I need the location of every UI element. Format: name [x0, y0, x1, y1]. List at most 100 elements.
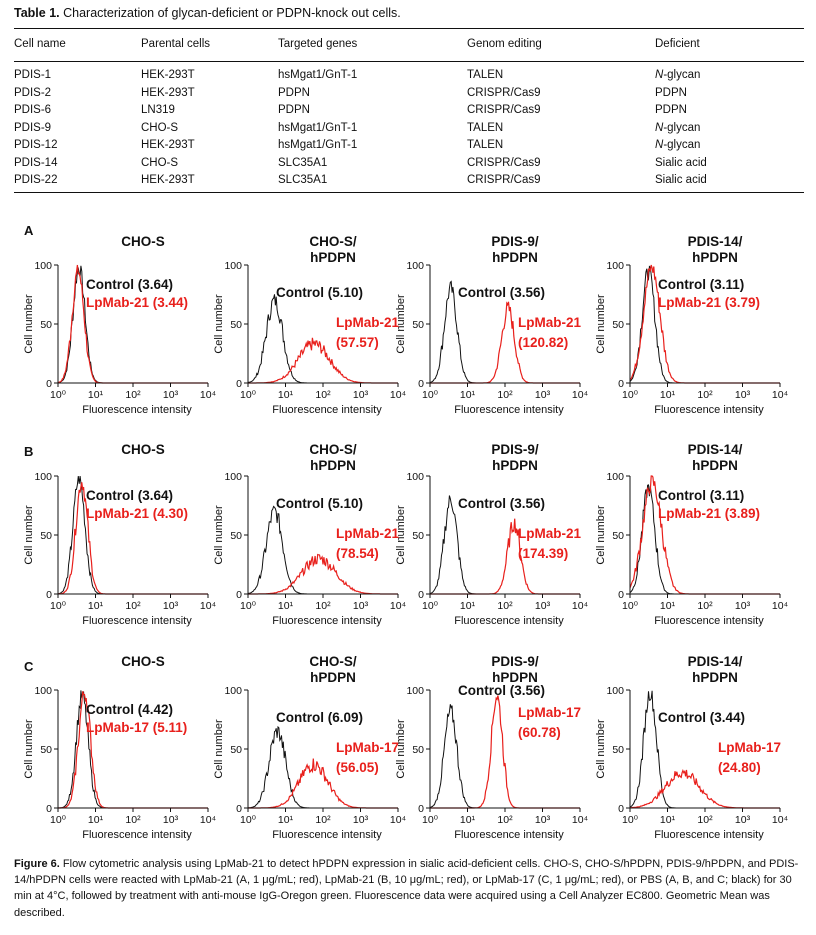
y-axis-label: Cell number	[595, 294, 607, 354]
x-tick-label: 10²	[697, 389, 713, 401]
x-tick-label: 10⁴	[572, 389, 588, 401]
table-cell-genom-editing: CRISPR/Cas9	[467, 86, 541, 99]
table-cell-targeted-genes: SLC35A1	[278, 174, 328, 186]
table-header-rule	[14, 61, 804, 62]
y-axis-label: Cell number	[23, 505, 35, 565]
y-axis-label: Cell number	[395, 294, 407, 354]
y-tick-label: 100	[224, 471, 242, 483]
y-tick-label: 50	[412, 744, 424, 756]
y-tick-label: 50	[612, 530, 624, 542]
table-header-parental: Parental cells	[141, 38, 211, 50]
x-tick-label: 10¹	[660, 389, 676, 401]
table-header-genes: Targeted genes	[278, 38, 358, 50]
table-cell-deficient: N-glycan	[655, 69, 701, 81]
x-tick-label: 10¹	[88, 389, 104, 401]
y-tick-label: 50	[40, 744, 52, 756]
y-tick-label: 100	[606, 685, 624, 697]
panel-title: CHO-S/	[309, 234, 356, 249]
histogram-panel: PDIS-14/hPDPN 0 50 100 10⁰ 10¹ 10² 10³ 10⁴ Fluore…	[595, 234, 788, 416]
control-label: Control (3.11)	[658, 277, 744, 292]
table-caption-text: Characterization of glycan-deficient or …	[63, 6, 401, 20]
control-label: Control (3.64)	[86, 277, 173, 292]
table-cell-parental-cells: CHO-S	[141, 156, 179, 169]
antibody-label: LpMab-21	[518, 526, 581, 541]
panel-title: hPDPN	[310, 250, 356, 265]
x-tick-label: 10⁰	[422, 389, 439, 401]
table-header-genom-editing: Genom editing	[467, 38, 542, 50]
x-tick-label: 10²	[125, 600, 141, 612]
y-tick-label: 50	[40, 530, 52, 542]
table-cell-cell-name: PDIS-9	[14, 121, 52, 134]
table-cell-genom-editing: TALEN	[467, 121, 504, 134]
x-tick-label: 10⁰	[240, 389, 257, 401]
x-tick-label: 10⁰	[50, 389, 67, 401]
x-tick-label: 10⁰	[422, 600, 439, 612]
x-tick-label: 10¹	[278, 389, 294, 401]
control-label: Control (5.10)	[276, 496, 363, 511]
x-tick-label: 10⁴	[572, 600, 588, 612]
y-axis-label: Cell number	[23, 294, 35, 354]
control-label: Control (3.56)	[458, 496, 545, 511]
y-tick-label: 100	[406, 260, 424, 272]
y-tick-label: 50	[230, 530, 242, 542]
table-cell-targeted-genes: hsMgat1/GnT-1	[278, 121, 358, 134]
control-label: Control (6.09)	[276, 710, 363, 725]
table-cell-cell-name: PDIS-22	[14, 174, 58, 186]
panel-row-label-a: A	[24, 223, 34, 238]
table-cell-cell-name: PDIS-6	[14, 104, 52, 116]
x-tick-label: 10⁴	[390, 600, 406, 612]
x-tick-label: 10¹	[460, 600, 476, 612]
x-axis-label: Fluorescence intensity	[272, 615, 382, 627]
x-axis-label: Fluorescence intensity	[82, 404, 192, 416]
x-tick-label: 10³	[353, 814, 369, 826]
antibody-label: LpMab-21	[336, 315, 399, 330]
histogram-panel: CHO-S/hPDPN 0 50 100 10⁰ 10¹ 10² 10³ 10⁴ Fluoresc…	[213, 234, 406, 416]
y-axis-label: Cell number	[395, 719, 407, 779]
panel-title: CHO-S	[121, 234, 165, 249]
antibody-label: LpMab-17	[336, 740, 399, 755]
table-top-rule	[14, 28, 804, 30]
y-tick-label: 0	[618, 378, 624, 390]
y-axis-label: Cell number	[23, 719, 35, 779]
y-tick-label: 50	[412, 319, 424, 331]
antibody-label: (24.80)	[718, 760, 761, 775]
antibody-label: (120.82)	[518, 335, 568, 350]
table-cell-targeted-genes: hsMgat1/GnT-1	[278, 139, 358, 151]
table-cell-parental-cells: HEK-293T	[141, 174, 195, 186]
table-cell-cell-name: PDIS-12	[14, 139, 58, 151]
panel-title: CHO-S/	[309, 654, 356, 669]
histogram-panel: PDIS-14/hPDPN 0 50 100 10⁰ 10¹ 10² 10³ 10⁴ Fluore…	[595, 442, 788, 627]
panel-title: hPDPN	[310, 670, 356, 685]
panel-title: CHO-S	[121, 442, 165, 457]
antibody-label: (78.54)	[336, 546, 379, 561]
x-tick-label: 10⁴	[772, 600, 788, 612]
flow-cytometry-figure: A CHO-S 0 50 100 10⁰ 10¹ 10² 10³ 10⁴ Fluorescence …	[23, 223, 788, 841]
table-cell-targeted-genes: hsMgat1/GnT-1	[278, 69, 358, 81]
histogram-panel: CHO-S/hPDPN 0 50 100 10⁰ 10¹ 10² 10³ 10⁴ Fluoresc…	[213, 442, 406, 627]
x-tick-label: 10²	[697, 600, 713, 612]
histogram-panel: CHO-S 0 50 100 10⁰ 10¹ 10² 10³ 10⁴ Fluorescence i…	[23, 442, 216, 627]
x-tick-label: 10¹	[660, 600, 676, 612]
x-tick-label: 10³	[535, 814, 551, 826]
control-label: Control (3.56)	[458, 285, 545, 300]
antibody-label: (60.78)	[518, 725, 561, 740]
panel-row-label-c: C	[24, 659, 34, 674]
x-axis-label: Fluorescence intensity	[654, 829, 764, 841]
histogram-panel: CHO-S 0 50 100 10⁰ 10¹ 10² 10³ 10⁴ Fluorescence i…	[23, 654, 216, 841]
y-axis-label: Cell number	[213, 719, 225, 779]
histogram-panel: PDIS-9/hPDPN 0 50 100 10⁰ 10¹ 10² 10³ 10⁴ Fluores…	[395, 654, 588, 841]
y-tick-label: 100	[606, 260, 624, 272]
figure-label: Figure 6.	[14, 858, 60, 870]
antibody-label: (57.57)	[336, 335, 379, 350]
table-cell-targeted-genes: SLC35A1	[278, 156, 328, 169]
figure-caption-text: Flow cytometric analysis using LpMab-21 …	[14, 858, 799, 919]
table-cell-parental-cells: HEK-293T	[141, 69, 195, 81]
y-tick-label: 100	[406, 471, 424, 483]
y-tick-label: 0	[236, 589, 242, 601]
x-axis-label: Fluorescence intensity	[454, 829, 564, 841]
x-tick-label: 10⁴	[772, 814, 788, 826]
antibody-label: LpMab-21	[336, 526, 399, 541]
antibody-histogram	[630, 769, 780, 809]
antibody-label: (56.05)	[336, 760, 379, 775]
panel-title: hPDPN	[692, 458, 738, 473]
